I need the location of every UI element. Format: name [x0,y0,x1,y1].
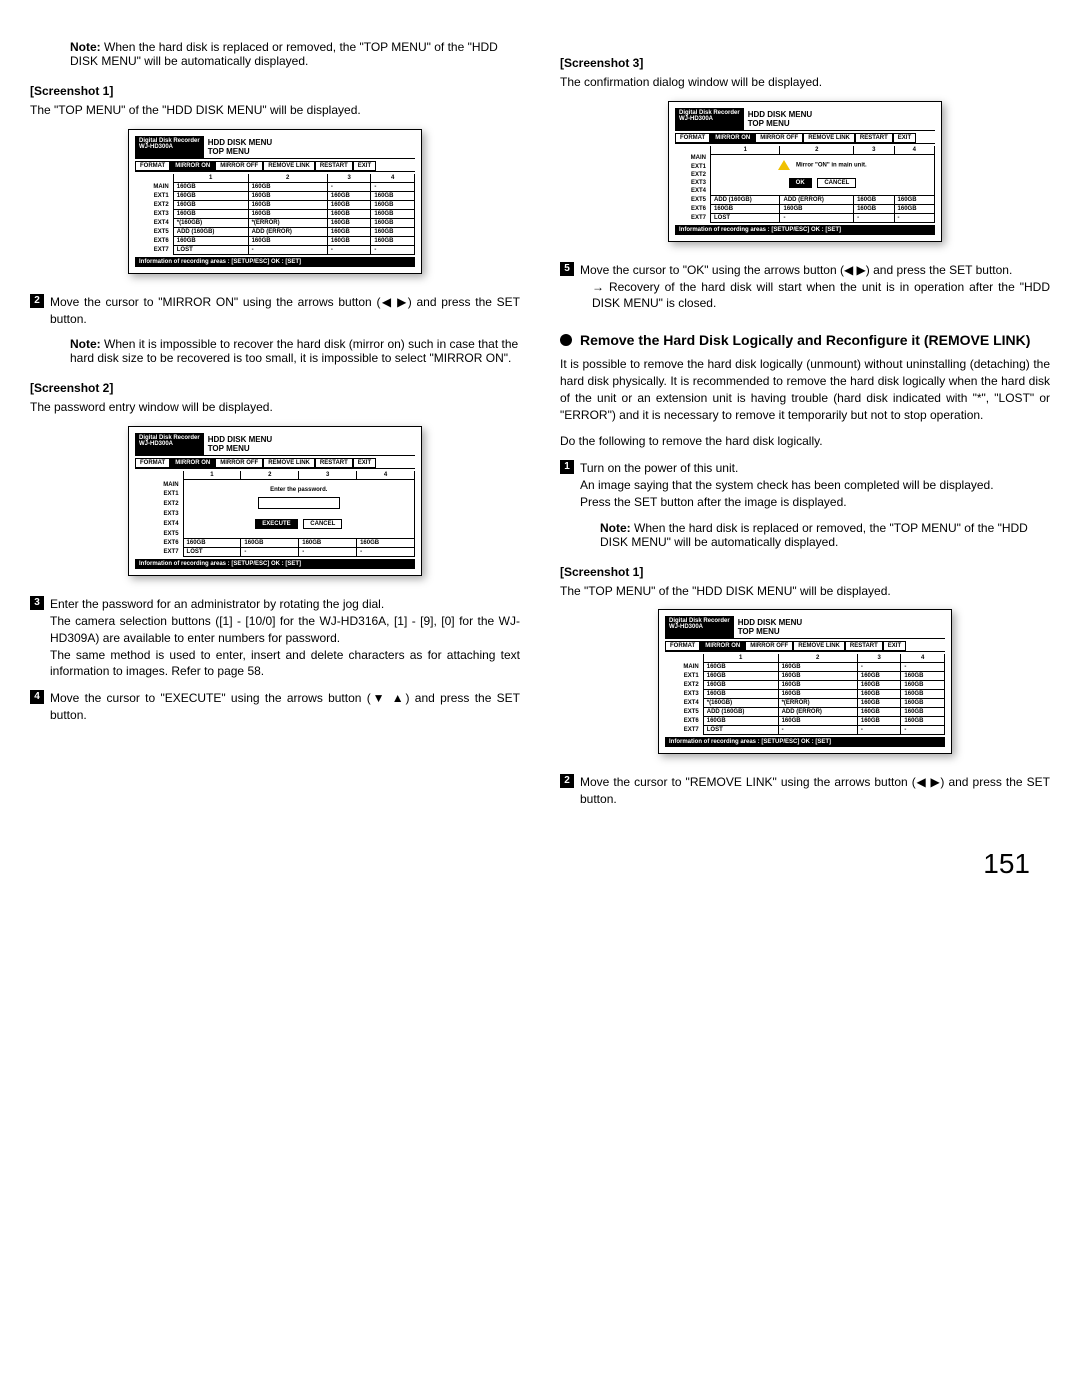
ss-footer: Information of recording areas : [SETUP/… [135,257,415,267]
section-remove-link: Remove the Hard Disk Logically and Recon… [560,332,1050,348]
right-column: [Screenshot 3] The confirmation dialog w… [560,40,1050,818]
ok-button[interactable]: OK [789,178,812,188]
ss-tab-removelink[interactable]: REMOVE LINK [263,161,315,171]
screenshot-1-box: Digital Disk Recorder WJ-HD300A HDD DISK… [128,129,422,274]
screenshot1-heading: [Screenshot 1] [30,84,520,98]
step-number-2b: 2 [560,774,574,788]
note-text: When the hard disk is replaced or remove… [70,40,498,68]
step-number-3: 3 [30,596,44,610]
screenshot3-heading: [Screenshot 3] [560,56,1050,70]
ss-tab-mirroroff[interactable]: MIRROR OFF [215,161,263,171]
ss-model: Digital Disk Recorder WJ-HD300A [135,136,204,158]
screenshot-1b-box: Digital Disk Recorder WJ-HD300A HDD DISK… [658,609,952,754]
screenshot-2-box: Digital Disk Recorder WJ-HD300A HDD DISK… [128,426,422,576]
step-2: 2 Move the cursor to "MIRROR ON" using t… [30,294,520,328]
bullet-icon [560,334,572,346]
left-column: Note: When the hard disk is replaced or … [30,40,520,818]
step-3-text2: The camera selection buttons ([1] - [10/… [50,613,520,647]
ss-table: 1234 MAIN160GB160GB-- EXT1160GB160GB160G… [135,174,415,255]
password-prompt: Enter the password. [193,487,405,493]
screenshot2-text: The password entry window will be displa… [30,399,520,416]
step-1b: 1 Turn on the power of this unit. An ima… [560,460,1050,510]
step-5-text: Move the cursor to "OK" using the arrows… [580,262,1050,279]
note-label: Note: [70,337,101,351]
section-para1: It is possible to remove the hard disk l… [560,356,1050,423]
note-label: Note: [600,521,631,535]
page-number: 151 [30,848,1050,880]
screenshot1b-text: The "TOP MENU" of the "HDD DISK MENU" wi… [560,583,1050,600]
note-3: Note: When the hard disk is replaced or … [600,521,1050,549]
ss-tab-restart[interactable]: RESTART [315,161,353,171]
step-2b-text: Move the cursor to "REMOVE LINK" using t… [580,774,1050,808]
step-4-text: Move the cursor to "EXECUTE" using the a… [50,690,520,724]
step-3-text1: Enter the password for an administrator … [50,596,520,613]
password-input[interactable] [258,497,340,509]
step-1b-text2: An image saying that the system check ha… [580,477,1050,494]
note-text: When the hard disk is replaced or remove… [600,521,1028,549]
step-4: 4 Move the cursor to "EXECUTE" using the… [30,690,520,724]
step-number-4: 4 [30,690,44,704]
screenshot1b-heading: [Screenshot 1] [560,565,1050,579]
screenshot-3-box: Digital Disk Recorder WJ-HD300A HDD DISK… [668,101,942,242]
note-label: Note: [70,40,101,54]
note-text: When it is impossible to recover the har… [70,337,518,365]
mirror-message: Mirror "ON" in main unit. [796,162,867,168]
screenshot2-heading: [Screenshot 2] [30,381,520,395]
step-number-1b: 1 [560,460,574,474]
step-1b-text1: Turn on the power of this unit. [580,460,1050,477]
step-2-text: Move the cursor to "MIRROR ON" using the… [50,294,520,328]
step-1b-text3: Press the SET button after the image is … [580,494,1050,511]
warning-icon [778,160,790,170]
note-1: Note: When the hard disk is replaced or … [70,40,520,68]
step-3-text3: The same method is used to enter, insert… [50,647,520,681]
cancel-button[interactable]: CANCEL [303,519,342,529]
cancel-button[interactable]: CANCEL [817,178,856,188]
section-title: Remove the Hard Disk Logically and Recon… [580,332,1030,348]
section-para2: Do the following to remove the hard disk… [560,433,1050,450]
step-number-2: 2 [30,294,44,308]
step-2b: 2 Move the cursor to "REMOVE LINK" using… [560,774,1050,808]
ss-menu-title: HDD DISK MENU TOP MENU [204,136,276,158]
step-5: 5 Move the cursor to "OK" using the arro… [560,262,1050,312]
ss-tab-exit[interactable]: EXIT [353,161,376,171]
step-number-5: 5 [560,262,574,276]
step-5-sub: → Recovery of the hard disk will start w… [592,279,1050,313]
ss-tab-mirroron[interactable]: MIRROR ON [170,161,215,171]
note-2: Note: When it is impossible to recover t… [70,337,520,365]
step-3: 3 Enter the password for an administrato… [30,596,520,680]
execute-button[interactable]: EXECUTE [255,519,297,529]
ss-tab-format[interactable]: FORMAT [135,161,170,171]
screenshot1-text: The "TOP MENU" of the "HDD DISK MENU" wi… [30,102,520,119]
screenshot3-text: The confirmation dialog window will be d… [560,74,1050,91]
